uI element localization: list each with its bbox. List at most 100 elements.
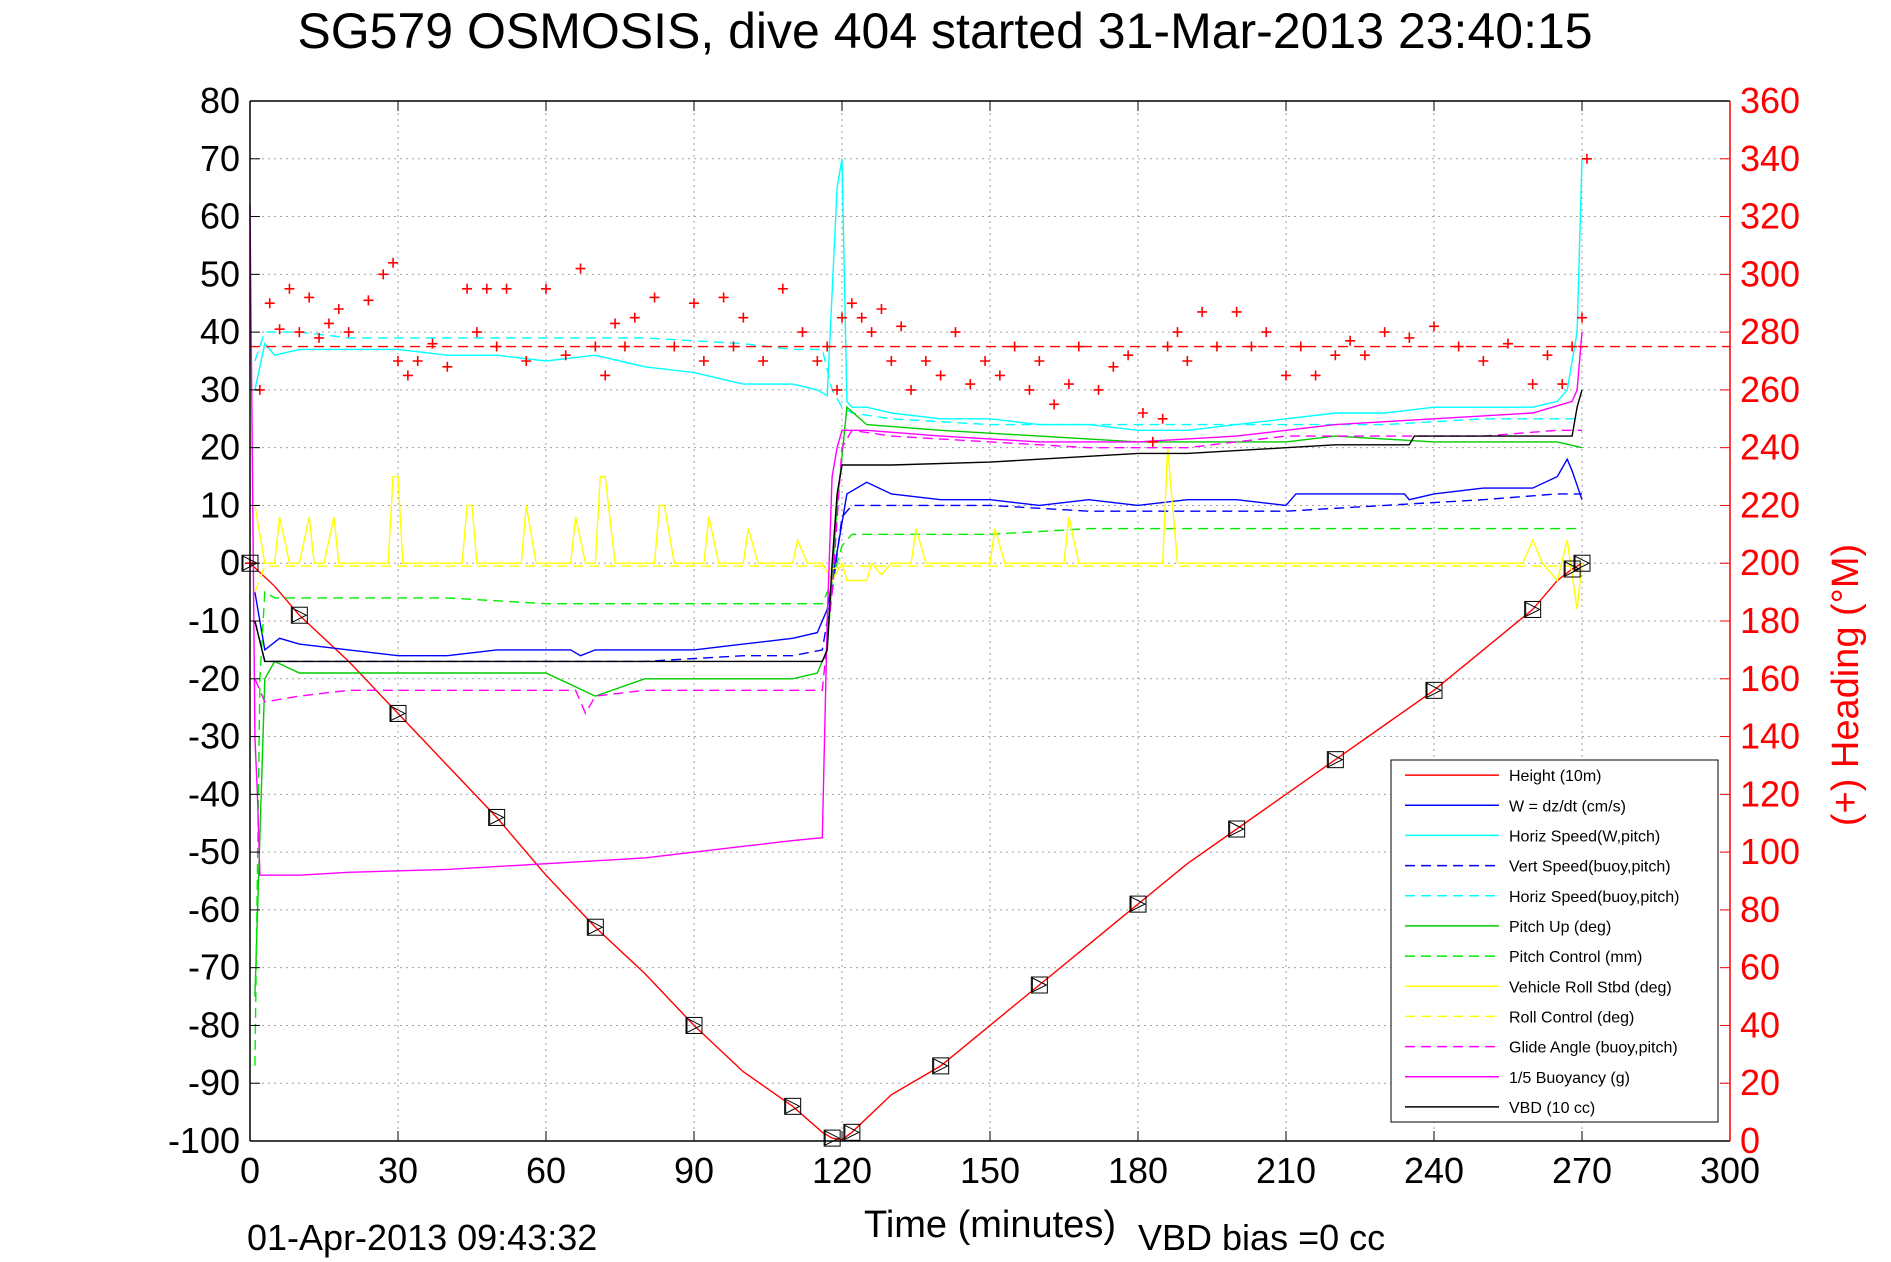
sample-triangle-marker [1426, 682, 1443, 699]
y-tick-label-left: -10 [188, 600, 240, 641]
heading-marker [501, 283, 512, 294]
heading-marker [1542, 350, 1553, 361]
heading-marker [600, 370, 611, 381]
heading-marker [886, 356, 897, 366]
y-tick-label-right: 300 [1740, 253, 1800, 294]
sample-triangle-marker [1229, 821, 1245, 837]
y-tick-label-right: 200 [1740, 542, 1800, 583]
heading-marker [393, 356, 403, 366]
heading-marker [1108, 361, 1119, 372]
y-tick-label-left: -40 [188, 773, 240, 814]
heading-marker [294, 327, 305, 338]
x-tick-label: 150 [960, 1150, 1020, 1191]
heading-marker [812, 356, 823, 366]
legend-label: Height (10m) [1509, 768, 1601, 785]
y-tick-label-right: 280 [1740, 311, 1800, 352]
heading-marker [1049, 399, 1060, 410]
heading-marker [1182, 356, 1193, 366]
series-horiz-speed-w-pitch [254, 158, 1583, 431]
y-tick-label-right: 340 [1740, 138, 1800, 179]
y-tick-label-left: -20 [188, 658, 240, 699]
y-tick-label-right: 40 [1740, 1004, 1780, 1045]
x-axis-label: Time (minutes) [864, 1204, 1116, 1246]
heading-marker [1034, 356, 1045, 366]
heading-marker [797, 327, 808, 338]
sample-triangle-marker [489, 809, 505, 826]
heading-marker [1063, 379, 1074, 390]
y-tick-label-right: 140 [1740, 716, 1800, 757]
heading-marker [1093, 384, 1104, 395]
heading-marker [1024, 384, 1035, 395]
heading-marker [462, 283, 473, 294]
sample-triangle-marker [587, 919, 604, 936]
sample-triangle-marker [1574, 555, 1591, 572]
heading-marker [1123, 350, 1134, 361]
legend-label: Roll Control (deg) [1509, 1009, 1634, 1026]
heading-marker [856, 312, 867, 323]
y-tick-label-left: 0 [220, 542, 240, 583]
heading-marker [274, 324, 285, 335]
y-tick-label-right: 240 [1740, 427, 1800, 468]
x-tick-label: 240 [1404, 1150, 1464, 1191]
heading-marker [1379, 327, 1390, 338]
heading-marker [698, 356, 709, 366]
heading-marker [649, 292, 660, 303]
heading-marker [1557, 379, 1568, 390]
heading-marker [832, 384, 843, 395]
sample-triangle-marker [844, 1124, 860, 1141]
x-tick-label: 30 [378, 1150, 418, 1191]
legend-label: 1/5 Buoyancy (g) [1509, 1070, 1630, 1087]
x-tick-label: 120 [812, 1150, 872, 1191]
x-tick-label: 90 [674, 1150, 714, 1191]
heading-marker [906, 384, 917, 395]
heading-marker [284, 283, 295, 294]
y-tick-label-right: 0 [1740, 1120, 1760, 1161]
heading-marker [846, 298, 857, 309]
heading-marker [689, 298, 699, 309]
heading-marker [935, 370, 946, 381]
legend-label: Vert Speed(buoy,pitch) [1509, 859, 1671, 876]
heading-marker [333, 304, 344, 314]
sample-triangle-marker [1130, 896, 1147, 912]
heading-marker [1197, 306, 1208, 317]
x-tick-label: 0 [240, 1150, 260, 1191]
sample-triangle-marker [1031, 977, 1048, 993]
heading-marker [560, 350, 571, 361]
heading-marker [323, 318, 334, 329]
sample-triangle-marker [785, 1098, 801, 1115]
y-tick-label-left: 80 [200, 80, 240, 121]
y-tick-label-left: 70 [200, 138, 240, 179]
heading-marker [1172, 327, 1183, 338]
y-tick-label-left: -50 [188, 831, 240, 872]
heading-marker [1581, 153, 1592, 164]
heading-marker [412, 356, 423, 366]
series-1-5-buoyancy-g [249, 204, 1583, 876]
series-height-10m [249, 562, 1583, 1141]
heading-marker [388, 257, 399, 268]
chart-title: SG579 OSMOSIS, dive 404 started 31-Mar-2… [297, 3, 1592, 59]
heading-marker [1345, 335, 1356, 346]
y-tick-label-left: -90 [188, 1062, 240, 1103]
sample-triangle-marker [390, 705, 407, 722]
grid [250, 101, 1730, 1141]
heading-marker [629, 312, 640, 323]
heading-marker [965, 379, 976, 390]
heading-marker [1577, 312, 1587, 323]
y-tick-label-right: 20 [1740, 1062, 1780, 1103]
heading-marker [378, 269, 389, 280]
heading-marker [1429, 321, 1439, 332]
legend: Height (10m) W = dz/dt (cm/s) Horiz Speed(… [1390, 759, 1719, 1123]
heading-marker [575, 263, 586, 274]
sample-triangle-marker [686, 1017, 703, 1034]
legend-label: W = dz/dt (cm/s) [1509, 798, 1626, 815]
series-vehicle-roll-stbd-deg [254, 447, 1583, 610]
legend-label: Pitch Up (deg) [1509, 919, 1611, 936]
series-pitch-up-deg [254, 405, 1583, 997]
sample-triangle-marker [1525, 601, 1541, 618]
heading-marker [1310, 370, 1321, 381]
x-tick-label: 180 [1108, 1150, 1168, 1191]
heading-marker [471, 327, 482, 338]
legend-box [1390, 759, 1719, 1123]
heading-marker [866, 327, 877, 338]
right-axis-label: (+) Heading (°M) [1825, 544, 1867, 826]
